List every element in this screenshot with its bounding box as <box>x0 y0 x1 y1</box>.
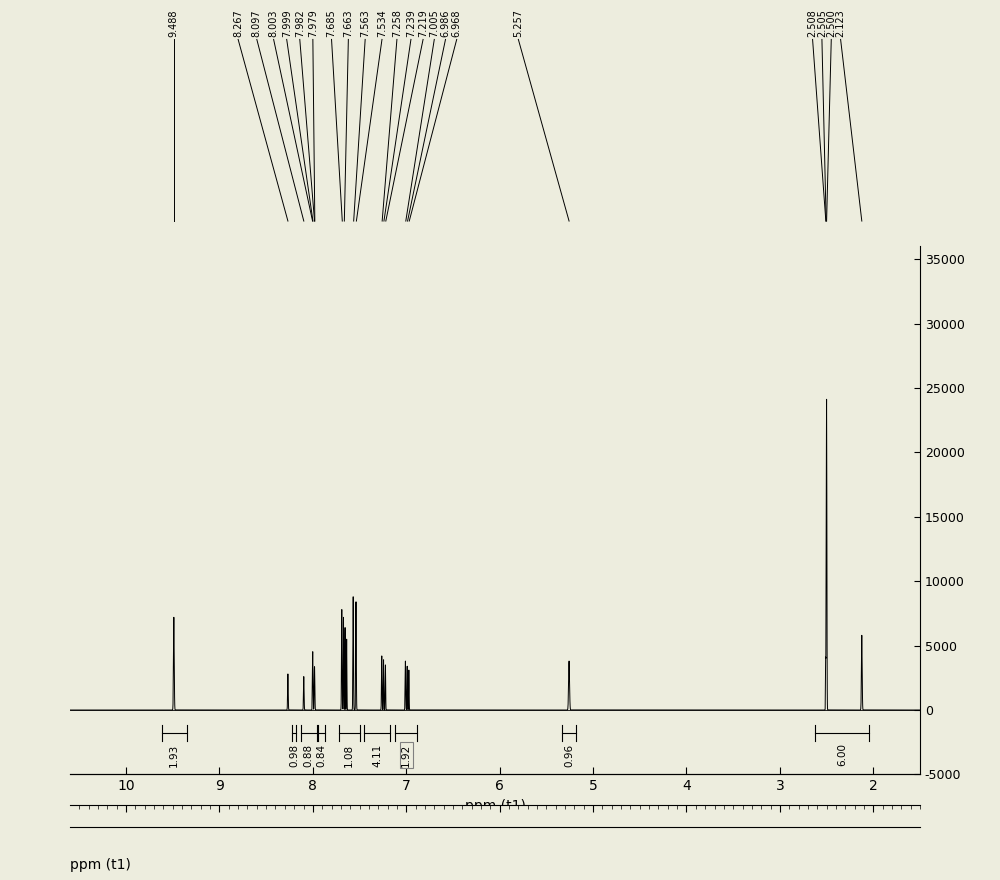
Text: 2.508: 2.508 <box>808 10 818 37</box>
Text: 7.219: 7.219 <box>418 10 428 37</box>
Text: 2.123: 2.123 <box>836 10 846 37</box>
Text: 1.93: 1.93 <box>169 744 179 766</box>
Text: 8.003: 8.003 <box>269 10 279 37</box>
Text: 0.96: 0.96 <box>564 744 574 766</box>
Text: 0.84: 0.84 <box>316 744 326 766</box>
Text: 7.982: 7.982 <box>295 10 305 37</box>
Text: 8.267: 8.267 <box>233 10 243 37</box>
Text: 7.258: 7.258 <box>392 10 402 37</box>
Text: 7.534: 7.534 <box>377 10 387 37</box>
Text: 1.92: 1.92 <box>401 744 411 766</box>
Text: 1.08: 1.08 <box>344 744 354 766</box>
X-axis label: ppm (t1): ppm (t1) <box>465 799 525 813</box>
Text: 8.097: 8.097 <box>252 10 262 37</box>
Text: 7.979: 7.979 <box>308 10 318 37</box>
Text: 7.005: 7.005 <box>429 10 439 37</box>
Text: 0.98: 0.98 <box>289 744 299 766</box>
Text: ppm (t1): ppm (t1) <box>70 858 131 872</box>
Text: 6.00: 6.00 <box>837 744 847 766</box>
Text: 7.685: 7.685 <box>327 10 337 37</box>
Text: 2.500: 2.500 <box>826 10 836 37</box>
Text: 7.239: 7.239 <box>406 10 416 37</box>
Text: 6.986: 6.986 <box>440 10 450 37</box>
Text: 0.88: 0.88 <box>304 744 314 766</box>
Text: 9.488: 9.488 <box>169 10 179 37</box>
Text: 7.563: 7.563 <box>360 10 370 37</box>
Text: 7.999: 7.999 <box>282 10 292 37</box>
Text: 4.11: 4.11 <box>372 744 382 766</box>
Text: 5.257: 5.257 <box>513 10 523 37</box>
Text: 6.968: 6.968 <box>452 10 462 37</box>
Text: 2.505: 2.505 <box>817 10 827 37</box>
Text: 7.663: 7.663 <box>343 10 353 37</box>
